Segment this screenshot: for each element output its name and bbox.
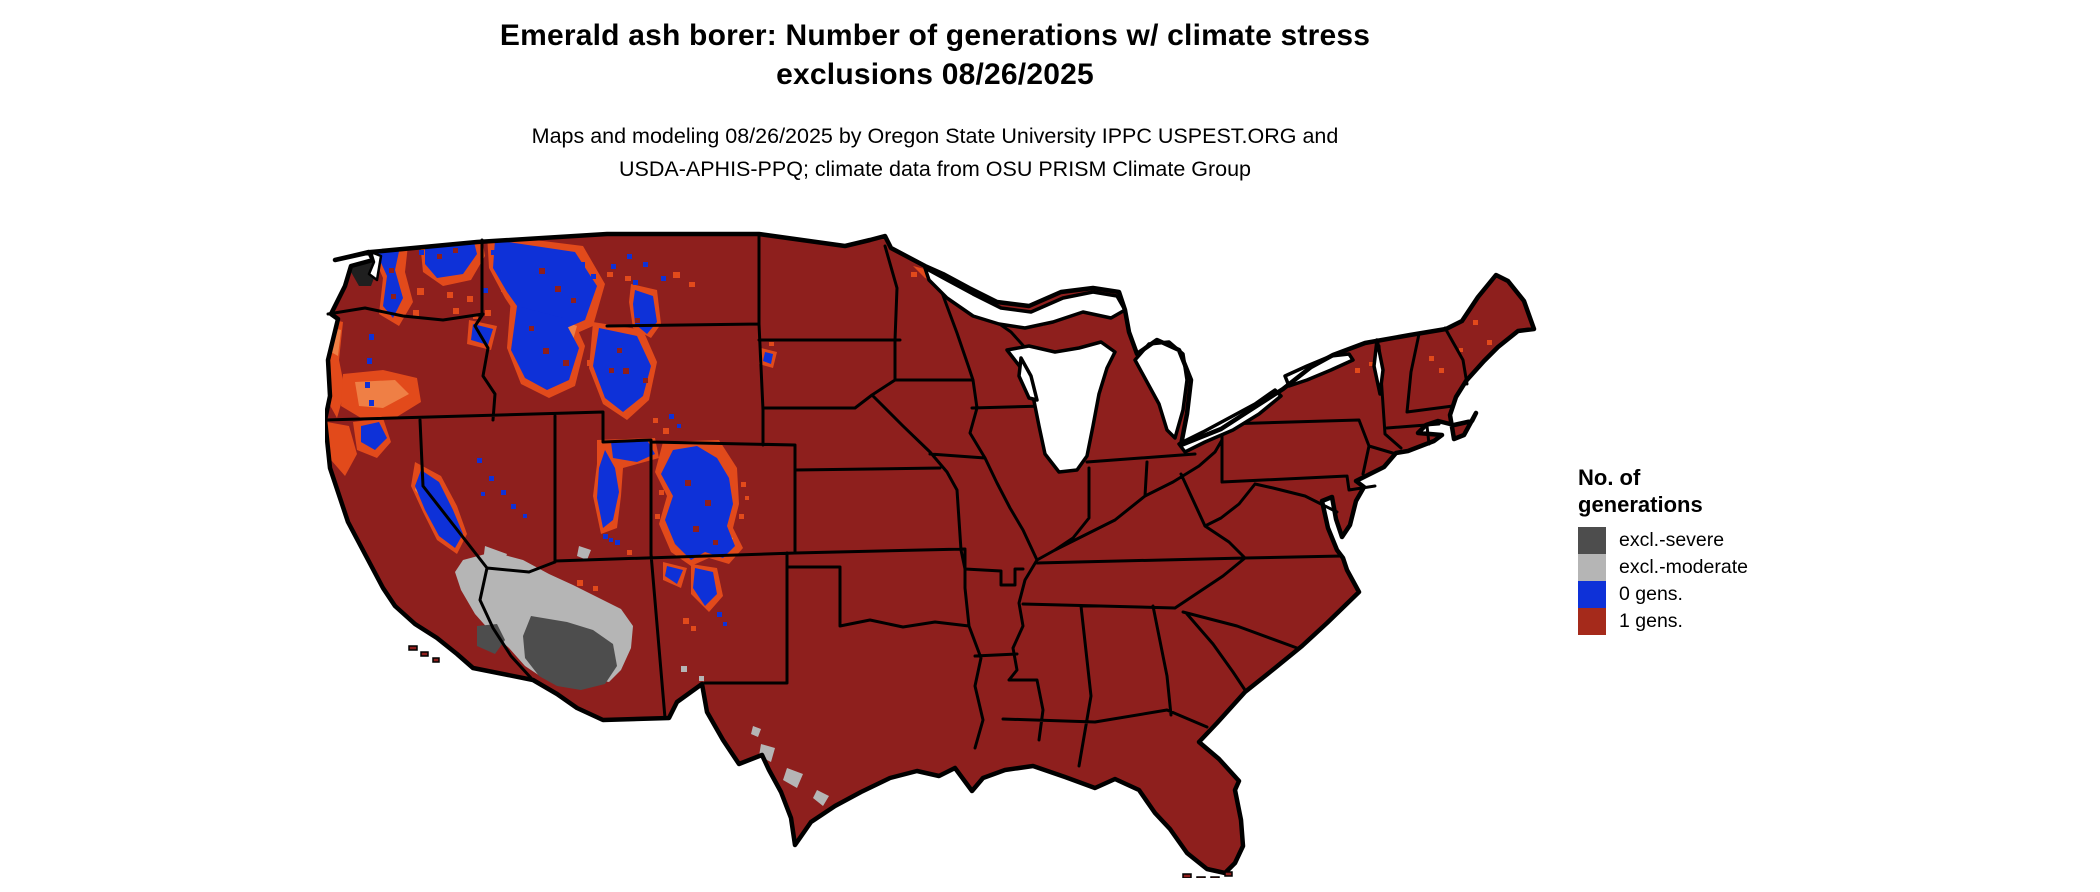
raster-red-speckle <box>389 248 718 545</box>
legend-label: 1 gens. <box>1619 610 1683 632</box>
legend-title-line1: No. of <box>1578 465 1641 490</box>
lake-champlain <box>1372 338 1385 396</box>
legend-item-excl-severe: excl.-severe <box>1578 527 1858 554</box>
subtitle-line1: Maps and modeling 08/26/2025 by Oregon S… <box>531 124 1339 148</box>
raster-blue-zero-generations <box>361 236 970 626</box>
legend-swatch-1-gens <box>1578 608 1606 635</box>
conus-landmass <box>325 234 1534 873</box>
legend-swatch-excl-severe <box>1578 527 1606 554</box>
legend-title-line2: generations <box>1578 492 1703 517</box>
legend-title: No. of generations <box>1578 464 1858 518</box>
legend-label: excl.-moderate <box>1619 556 1748 578</box>
lake-michigan <box>1005 340 1117 474</box>
legend-item-excl-moderate: excl.-moderate <box>1578 554 1858 581</box>
channel-islands <box>408 645 440 663</box>
legend-swatch-0-gens <box>1578 581 1606 608</box>
legend-swatch-excl-moderate <box>1578 554 1606 581</box>
us-generations-map <box>325 228 1540 878</box>
legend: No. of generations excl.-severe excl.-mo… <box>1578 464 1858 635</box>
us-map-svg <box>325 231 1537 878</box>
legend-item-0-gens: 0 gens. <box>1578 581 1858 608</box>
raster-gray-exclusions <box>455 546 829 806</box>
legend-label: 0 gens. <box>1619 583 1683 605</box>
map-header: Emerald ash borer: Number of generations… <box>0 16 1870 186</box>
legend-item-1-gens: 1 gens. <box>1578 608 1858 635</box>
florida-keys <box>1182 871 1233 878</box>
puget-sound <box>367 250 383 282</box>
state-borders <box>325 232 1469 768</box>
lake-superior <box>923 266 1127 330</box>
page-title-line1: Emerald ash borer: Number of generations… <box>499 19 1371 52</box>
subtitle-line2: USDA-APHIS-PPQ; climate data from OSU PR… <box>618 157 1252 181</box>
map-subtitle: Maps and modeling 08/26/2025 by Oregon S… <box>0 120 1870 186</box>
green-bay <box>1017 356 1039 402</box>
page-title-line2: exclusions 08/26/2025 <box>776 58 1094 91</box>
legend-label: excl.-severe <box>1619 529 1725 551</box>
national-outline <box>325 231 1537 876</box>
